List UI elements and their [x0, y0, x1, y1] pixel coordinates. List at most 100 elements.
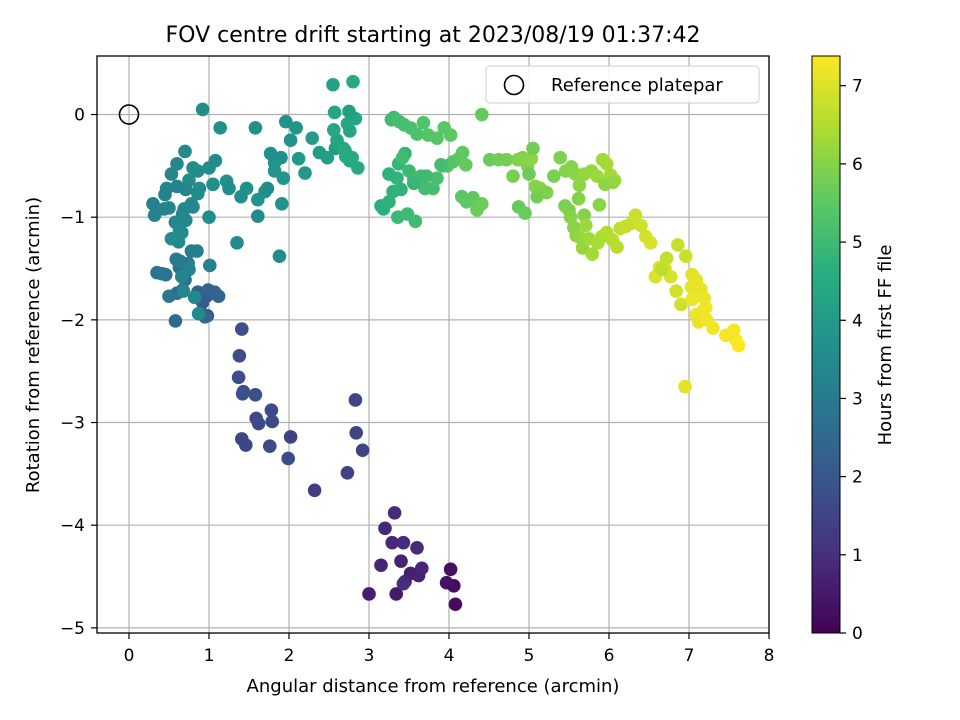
data-point	[178, 144, 192, 159]
data-point	[731, 338, 746, 353]
data-point	[275, 197, 289, 211]
data-point	[385, 535, 400, 550]
data-point	[396, 535, 411, 550]
data-point	[443, 128, 458, 142]
data-point	[289, 121, 304, 135]
data-point	[283, 430, 298, 444]
data-point	[222, 181, 236, 196]
data-point	[232, 348, 247, 363]
data-point	[146, 197, 160, 211]
colorbar-ticks: 0 1 2 3 4 5 6 7	[840, 77, 863, 644]
data-point	[231, 370, 246, 385]
data-point	[396, 576, 411, 591]
data-point	[443, 562, 458, 577]
x-tick-label: 0	[124, 646, 135, 666]
data-point	[170, 157, 184, 171]
data-point	[179, 213, 193, 228]
data-point	[394, 182, 408, 197]
data-point	[211, 289, 226, 304]
data-point	[203, 258, 217, 273]
chart-title: FOV centre drift starting at 2023/08/19 …	[166, 23, 701, 48]
data-point	[213, 121, 227, 135]
data-point	[382, 194, 396, 209]
legend: Reference platepar	[485, 65, 760, 104]
data-point	[355, 443, 370, 458]
data-point	[326, 77, 340, 92]
data-point	[202, 210, 216, 224]
y-tick-label: −4	[60, 516, 85, 536]
data-point	[281, 451, 296, 466]
data-point	[168, 314, 183, 328]
data-point	[187, 290, 202, 305]
data-point	[572, 178, 587, 193]
data-point	[351, 161, 365, 175]
data-point	[553, 150, 567, 165]
data-point	[191, 306, 206, 321]
data-point	[191, 186, 205, 201]
data-point	[342, 104, 356, 119]
data-point	[410, 540, 424, 555]
x-axis-label: Angular distance from reference (arcmin)	[247, 676, 620, 697]
data-point	[415, 561, 429, 576]
data-point	[455, 145, 470, 160]
data-point	[305, 131, 320, 145]
y-tick-label: −3	[60, 414, 85, 434]
data-point	[327, 123, 341, 137]
data-point	[696, 303, 711, 318]
y-tick-label: −1	[60, 208, 85, 228]
data-point	[526, 141, 540, 156]
data-point	[177, 202, 191, 216]
data-point	[267, 164, 282, 178]
data-point	[410, 127, 424, 141]
data-point	[459, 158, 473, 172]
y-axis-ticks: −5 −4 −3 −2 −1 0	[60, 106, 97, 639]
data-point	[291, 151, 306, 166]
y-tick-label: 0	[74, 106, 85, 126]
data-point	[172, 224, 187, 239]
data-point	[599, 157, 614, 171]
data-point	[158, 187, 172, 202]
data-point	[524, 151, 539, 166]
data-point	[506, 169, 520, 183]
data-point	[448, 597, 463, 612]
data-point	[499, 152, 514, 167]
data-point	[340, 466, 355, 480]
data-point	[685, 292, 699, 307]
data-point	[265, 414, 280, 429]
data-point	[522, 167, 536, 181]
legend-marker-icon	[503, 74, 525, 96]
data-point	[248, 121, 263, 135]
x-tick-label: 2	[284, 646, 295, 666]
data-point	[407, 176, 421, 191]
data-point	[408, 214, 423, 229]
x-tick-label: 6	[604, 646, 615, 666]
data-point	[307, 483, 322, 498]
data-point	[176, 284, 191, 298]
data-point	[475, 107, 489, 122]
data-point	[230, 236, 244, 250]
data-point	[475, 197, 489, 211]
data-point	[394, 554, 408, 568]
data-point	[298, 166, 312, 180]
data-point	[439, 575, 454, 590]
data-point	[346, 74, 360, 89]
data-point	[235, 386, 250, 401]
data-point	[387, 506, 402, 520]
data-point	[659, 251, 674, 266]
data-point	[263, 146, 278, 161]
data-point	[175, 269, 189, 284]
data-point	[655, 262, 669, 277]
data-point	[349, 425, 364, 440]
y-axis-label: Rotation from reference (arcmin)	[23, 197, 44, 493]
data-point	[579, 218, 593, 233]
legend-box	[485, 65, 760, 104]
data-point	[195, 102, 210, 117]
colorbar-tick-label: 7	[852, 77, 863, 97]
data-point	[362, 587, 376, 601]
data-point	[669, 284, 683, 298]
data-point	[679, 249, 693, 264]
data-point	[263, 439, 277, 453]
data-points	[146, 74, 746, 612]
data-point	[592, 198, 607, 212]
data-point	[628, 208, 643, 222]
